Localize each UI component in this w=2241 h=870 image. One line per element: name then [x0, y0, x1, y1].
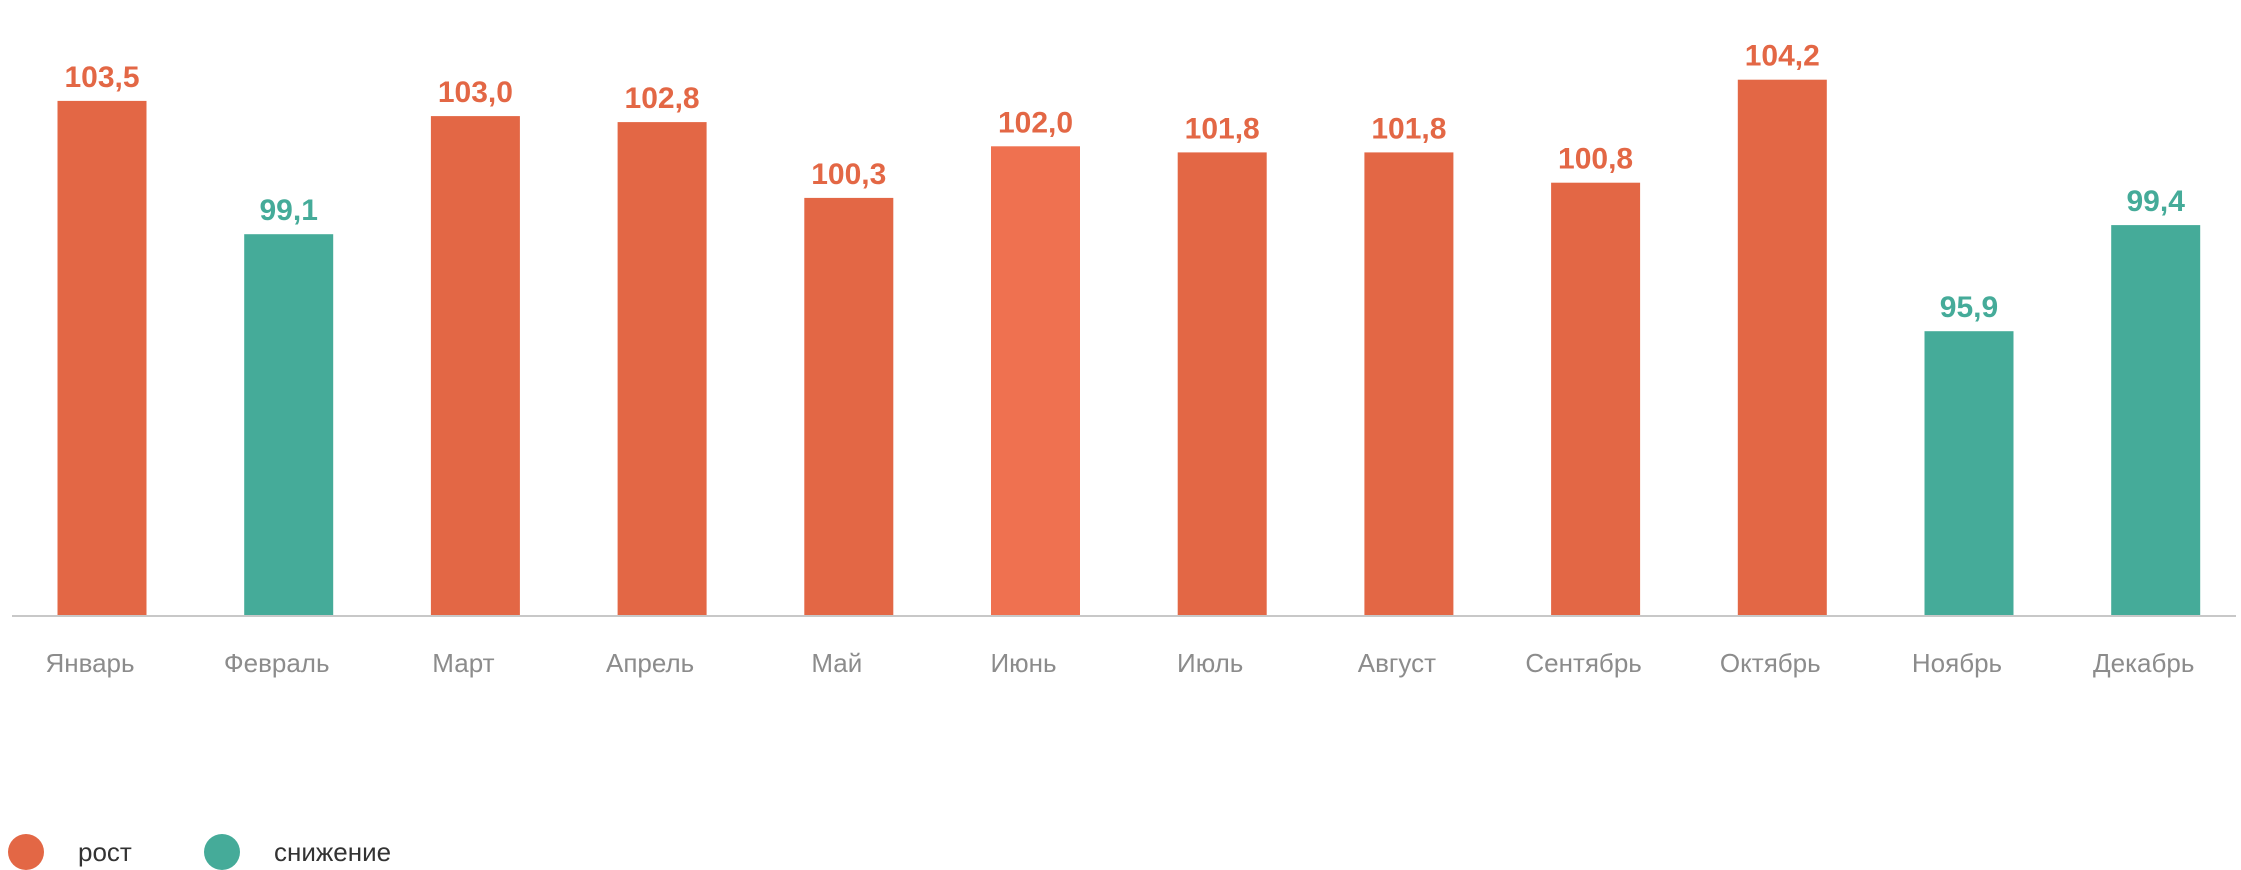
bar-8 [1364, 152, 1454, 616]
x-tick-label-9: Сентябрь [1525, 648, 1641, 678]
bar-value-label-12: 99,4 [2127, 185, 2186, 218]
bar-value-label-7: 101,8 [1185, 112, 1260, 145]
x-tick-label-4: Апрель [606, 648, 694, 678]
bar-value-label-3: 103,0 [438, 76, 513, 109]
x-tick-label-11: Ноябрь [1912, 648, 2002, 678]
bar-12 [2111, 225, 2201, 616]
x-tick-label-1: Январь [45, 648, 134, 678]
bar-4 [617, 122, 707, 616]
bar-value-label-6: 102,0 [998, 106, 1073, 139]
legend: рост снижение [8, 834, 391, 870]
bar-9 [1551, 182, 1641, 616]
bar-7 [1177, 152, 1267, 616]
bar-10 [1737, 79, 1827, 616]
bar-6 [991, 146, 1080, 617]
bar-value-label-4: 102,8 [625, 82, 700, 115]
legend-swatch-growth [8, 834, 44, 870]
legend-swatch-decline [204, 834, 240, 870]
legend-item-growth: рост [8, 834, 204, 870]
x-tick-label-6: Июнь [990, 648, 1056, 678]
bar-value-label-2: 99,1 [260, 194, 318, 227]
bar-1 [57, 100, 147, 616]
x-tick-label-2: Февраль [224, 648, 330, 678]
x-tick-label-12: Декабрь [2093, 648, 2194, 678]
x-tick-label-7: Июль [1177, 648, 1243, 678]
bar-value-label-9: 100,8 [1558, 143, 1633, 176]
x-tick-label-10: Октябрь [1720, 648, 1821, 678]
legend-item-decline: снижение [204, 834, 391, 870]
bar-chart: 103,5 99,1 103,0 102,8 100,3 102,0 101,8 101,8 1… [12, 40, 2236, 678]
bar-11 [1924, 331, 2014, 616]
bar-value-label-5: 100,3 [811, 158, 886, 191]
x-tick-label-8: Август [1358, 648, 1436, 678]
bar-value-label-1: 103,5 [64, 61, 139, 94]
bar-value-label-11: 95,9 [1940, 291, 1998, 324]
bar-3 [430, 116, 520, 616]
x-tick-label-3: Март [432, 648, 494, 678]
bars-layer [57, 79, 2201, 617]
bar-2 [244, 234, 334, 616]
legend-label-decline: снижение [274, 836, 392, 867]
legend-label-growth: рост [78, 836, 132, 867]
value-labels-layer: 103,5 99,1 103,0 102,8 100,3 102,0 101,8 101,8 1… [64, 40, 2185, 325]
bar-value-label-8: 101,8 [1371, 112, 1446, 145]
x-tick-label-5: Май [811, 648, 862, 678]
bar-value-label-10: 104,2 [1745, 40, 1820, 73]
bar-5 [804, 197, 894, 616]
x-tick-labels-layer: Январь Февраль Март Апрель Май Июнь Июль Август… [45, 648, 2194, 678]
